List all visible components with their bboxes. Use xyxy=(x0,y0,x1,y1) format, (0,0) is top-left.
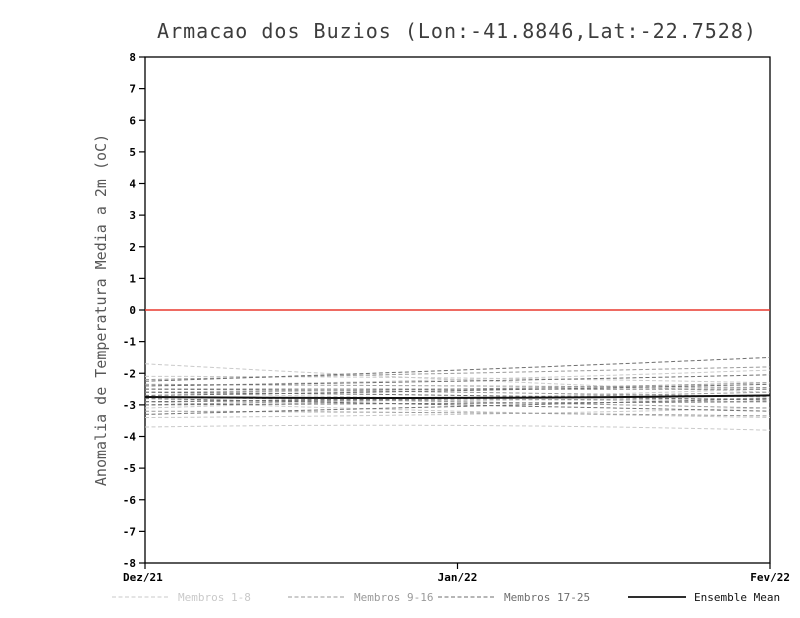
y-tick-label: 5 xyxy=(129,146,136,159)
x-tick-label: Fev/22 xyxy=(750,571,790,584)
legend-label: Ensemble Mean xyxy=(694,591,780,604)
x-tick-label: Dez/21 xyxy=(123,571,163,584)
y-tick-label: 8 xyxy=(129,51,136,64)
y-tick-label: -5 xyxy=(123,462,136,475)
series-membro-2 xyxy=(145,375,771,384)
legend-item: Membros 17-25 xyxy=(438,591,590,604)
y-tick-label: 0 xyxy=(129,304,136,317)
y-tick-label: 1 xyxy=(129,272,136,285)
y-axis-label: Anomalia de Temperatura Media a 2m (oC) xyxy=(92,134,110,486)
y-tick-label: -2 xyxy=(123,367,136,380)
series-membro-20 xyxy=(144,391,771,401)
legend-label: Membros 9-16 xyxy=(354,591,433,604)
legend-item: Membros 9-16 xyxy=(288,591,433,604)
x-tick-label: Jan/22 xyxy=(438,571,478,584)
y-tick-label: 4 xyxy=(129,178,136,191)
y-tick-label: -6 xyxy=(123,494,137,507)
y-tick-label: -4 xyxy=(123,431,137,444)
legend-label: Membros 1-8 xyxy=(178,591,251,604)
series-membro-18 xyxy=(144,374,771,387)
series-membro-17 xyxy=(144,356,771,382)
series-layer xyxy=(144,356,771,431)
series-membro-11 xyxy=(144,388,771,398)
series-membro-7 xyxy=(144,407,771,418)
legend-item: Membros 1-8 xyxy=(112,591,251,604)
y-tick-label: -7 xyxy=(123,525,136,538)
series-membro-24 xyxy=(144,401,771,406)
y-tick-label: 7 xyxy=(129,83,136,96)
series-membro-25 xyxy=(144,398,771,415)
legend-label: Membros 17-25 xyxy=(504,591,590,604)
series-membro-14 xyxy=(144,398,771,403)
y-tick-label: -8 xyxy=(123,557,136,570)
legend-item: Ensemble Mean xyxy=(628,591,780,604)
chart-title: Armacao dos Buzios (Lon:-41.8846,Lat:-22… xyxy=(157,19,757,43)
series-membro-21 xyxy=(144,383,771,396)
y-tick-label: 3 xyxy=(129,209,136,222)
y-tick-label: -1 xyxy=(123,336,137,349)
series-ensemble-mean xyxy=(144,394,771,399)
series-membro-8 xyxy=(144,424,771,431)
chart-legend: Membros 1-8 Membros 9-16 Membros 17-25 Ense… xyxy=(112,591,780,604)
y-tick-label: -3 xyxy=(123,399,136,412)
y-tick-label: 2 xyxy=(129,241,136,254)
axes: -8 -7 -6 -5 -4 -3 -2 -1 0 1 2 3 4 5 6 7 8 Dez/21 Jan/22 Fev… xyxy=(123,51,790,584)
y-tick-label: 6 xyxy=(129,114,136,127)
